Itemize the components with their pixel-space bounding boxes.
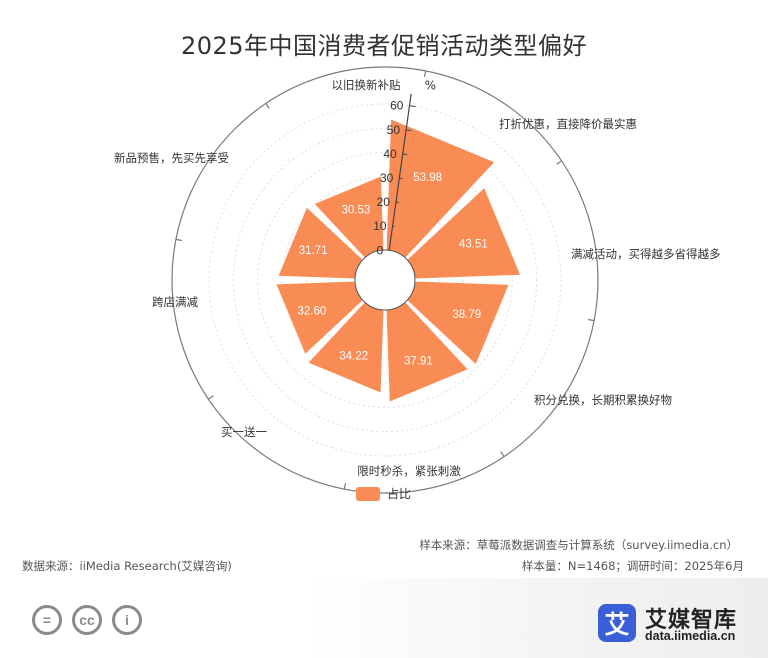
category-label-1: 以旧换新补贴 [332,78,401,92]
outer-tick [175,238,182,242]
category-label-4: 积分兑换，长期积累换好物 [534,393,672,407]
center-hole [354,249,416,311]
outer-tick [265,103,270,109]
attribution-person-icon: i [112,605,142,635]
radial-tick-label: 0 [376,243,383,257]
value-label-7: 31.71 [299,245,328,257]
grid-ring [281,176,489,384]
brand-logo-icon: 艾 [598,604,636,642]
category-label-7: 跨店满减 [152,295,198,309]
chart-title: 2025年中国消费者促销活动类型偏好 [180,32,588,60]
grid-ring [305,200,465,360]
category-label-2: 打折优惠，直接降价最实惠 [499,117,637,131]
outer-tick [500,451,505,457]
outer-tick [556,160,562,165]
sample-source-note: 样本来源：草莓派数据调查与计算系统（survey.iimedia.cn） [419,538,738,552]
outer-tick [588,318,595,322]
axis-unit-label: % [425,79,436,93]
grid-ring [232,127,538,433]
radial-axis-tick [402,153,408,156]
value-label-2: 43.51 [459,238,488,250]
outer-tick [343,483,347,490]
radial-axis-tick [409,105,416,108]
value-label-3: 38.79 [452,309,481,321]
grid-ring [208,103,562,457]
radial-tick-label: 40 [383,147,397,161]
radial-tick-label: 60 [390,99,404,113]
brand-name: 艾媒智库 [645,608,738,633]
category-label-5: 限时秒杀，紧张刺激 [357,464,461,478]
value-label-5: 34.22 [339,350,368,362]
value-label-6: 32.60 [297,305,326,317]
outer-tick [423,70,427,77]
data-source-note: 数据来源：iiMedia Research(艾媒咨询) [22,559,232,573]
outer-tick [208,395,214,400]
value-label-1: 53.98 [413,172,442,184]
category-label-3: 满减活动，买得越多省得越多 [571,247,721,261]
brand-url: data.iimedia.cn [645,629,736,643]
sample-info-note: 样本量：N=1468；调研时间：2025年6月 [521,559,744,573]
category-label-8: 新品预售，先买先享受 [114,151,229,165]
radial-tick-label: 50 [387,123,401,137]
value-label-8: 30.53 [342,205,371,217]
radial-tick-label: 30 [380,171,394,185]
category-label-6: 买一送一 [221,425,267,439]
grid-ring [257,152,513,408]
equal-license-icon: = [32,605,62,635]
grid-ring [330,225,440,335]
radial-axis-tick [399,177,403,180]
radial-tick-label: 10 [373,219,387,233]
legend-label: 占比 [387,486,411,501]
legend-swatch [356,487,380,501]
radial-axis-line [388,93,412,251]
polar-bar-chart: 0 10 20 30 40 50 60% 53.98 43.51 38.79 37.91 34.22… [114,66,721,501]
cc-license-icon: cc [72,605,102,635]
value-label-4: 37.91 [404,356,433,368]
outer-circle [171,66,599,494]
radial-axis-tick [406,129,412,132]
radial-tick-label: 20 [377,195,391,209]
